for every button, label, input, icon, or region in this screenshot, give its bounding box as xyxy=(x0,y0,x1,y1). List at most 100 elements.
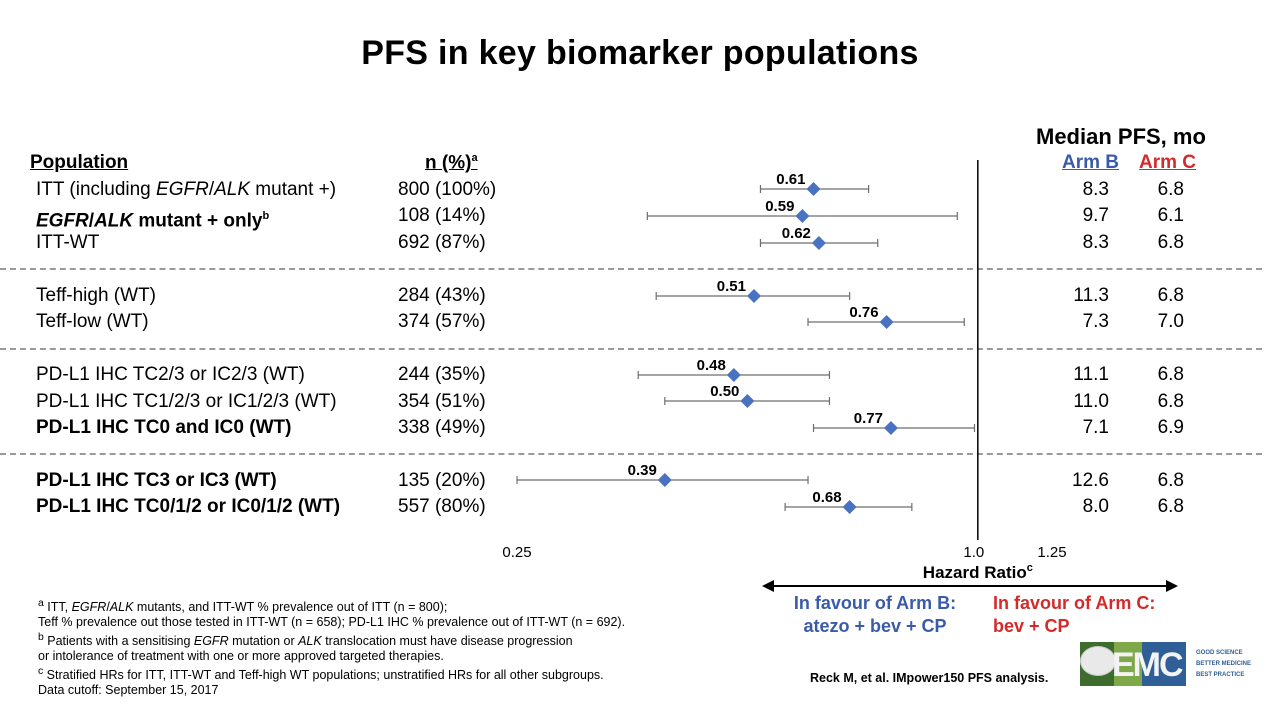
population-label: PD-L1 IHC TC1/2/3 or IC1/2/3 (WT) xyxy=(36,391,337,412)
x-axis-label: Hazard Ratioc xyxy=(923,562,1033,582)
population-label: PD-L1 IHC TC0/1/2 or IC0/1/2 (WT) xyxy=(36,496,341,517)
section-divider xyxy=(0,268,1262,270)
n-value: 692 (87%) xyxy=(398,232,486,253)
arm-b-median: 11.3 xyxy=(1073,285,1109,306)
n-value: 108 (14%) xyxy=(398,205,486,226)
data-cutoff: Data cutoff: September 15, 2017 xyxy=(38,683,219,698)
arm-b-median: 11.0 xyxy=(1073,391,1109,412)
section-divider xyxy=(0,348,1262,350)
table-row: PD-L1 IHC TC3 or IC3 (WT) 135 (20%) 12.6… xyxy=(0,469,1280,493)
hr-diamond xyxy=(842,500,857,514)
n-value: 284 (43%) xyxy=(398,285,486,306)
table-row: EGFR/ALK mutant + onlyb 108 (14%) 9.7 6.… xyxy=(0,204,1280,231)
citation: Reck M, et al. IMpower150 PFS analysis. xyxy=(810,671,1049,685)
population-label: Teff-high (WT) xyxy=(36,285,157,306)
hr-value-label: 0.50 xyxy=(710,383,739,400)
table-row: ITT-WT 692 (87%) 8.3 6.8 xyxy=(0,231,1280,255)
hr-diamond xyxy=(740,394,755,408)
hr-diamond xyxy=(879,315,894,329)
population-label: EGFR/ALK mutant + onlyb xyxy=(36,210,270,232)
arm-c-median: 6.8 xyxy=(1157,364,1184,385)
arm-b-median: 8.0 xyxy=(1082,496,1109,517)
population-header: Population xyxy=(30,152,129,173)
hr-value-label: 0.48 xyxy=(697,357,726,374)
arm-b-median: 8.3 xyxy=(1082,232,1109,253)
arrow-right-icon xyxy=(1166,580,1178,592)
arm-c-median: 6.8 xyxy=(1157,179,1184,200)
hr-diamond xyxy=(806,182,821,196)
logo-taglines: GOOD SCIENCE BETTER MEDICINE BEST PRACTICE xyxy=(1196,650,1252,678)
table-row: Teff-low (WT) 374 (57%) 7.3 7.0 xyxy=(0,310,1280,334)
forest-marks: 0.61 0.59 0.62 0.51 0.76 0.48 0.50 0.77 0.39 0.68 xyxy=(516,171,976,514)
arm-c-median: 6.8 xyxy=(1157,232,1184,253)
arm-b-median: 7.1 xyxy=(1082,417,1109,438)
n-value: 244 (35%) xyxy=(398,364,486,385)
x-tick-label: 0.25 xyxy=(502,544,531,561)
table-row: Teff-high (WT) 284 (43%) 11.3 6.8 xyxy=(0,284,1280,308)
arrow-left-icon xyxy=(762,580,774,592)
logo-tile xyxy=(1142,642,1186,686)
n-header: n (%)a xyxy=(425,152,478,174)
hr-diamond xyxy=(746,289,761,303)
population-label: Teff-low (WT) xyxy=(36,311,149,332)
table-row: ITT (including EGFR/ALK mutant +) 800 (1… xyxy=(0,178,1280,202)
arm-c-median: 6.9 xyxy=(1157,417,1184,438)
n-value: 374 (57%) xyxy=(398,311,486,332)
footnotes: a ITT, EGFR/ALK mutants, and ITT-WT % pr… xyxy=(38,596,768,698)
arm-b-median: 9.7 xyxy=(1082,205,1109,226)
hr-value-label: 0.77 xyxy=(854,410,883,427)
table-row: PD-L1 IHC TC1/2/3 or IC1/2/3 (WT) 354 (5… xyxy=(0,390,1280,414)
table-row: PD-L1 IHC TC0 and IC0 (WT) 338 (49%) 7.1… xyxy=(0,416,1280,440)
arm-c-median: 6.8 xyxy=(1157,391,1184,412)
hr-value-label: 0.59 xyxy=(765,198,794,215)
table-row: PD-L1 IHC TC2/3 or IC2/3 (WT) 244 (35%) … xyxy=(0,363,1280,387)
page-title: PFS in key biomarker populations xyxy=(361,34,919,72)
arm-b-median: 8.3 xyxy=(1082,179,1109,200)
arm-c-median: 6.8 xyxy=(1157,496,1184,517)
hr-diamond xyxy=(657,473,672,487)
hr-diamond xyxy=(883,421,898,435)
footnote-c: c Stratified HRs for ITT, ITT-WT and Tef… xyxy=(38,666,604,683)
arm-b-median: 12.6 xyxy=(1072,470,1109,491)
hr-diamond xyxy=(726,368,741,382)
emc-logo: EMC GOOD SCIENCE BETTER MEDICINE BEST PRAC… xyxy=(1080,636,1270,692)
arm-b-header: Arm B xyxy=(1062,152,1120,173)
footnote-b: b Patients with a sensitising EGFR mutat… xyxy=(38,632,573,649)
arm-c-median: 6.8 xyxy=(1157,470,1184,491)
hr-value-label: 0.61 xyxy=(776,171,805,188)
median-pfs-header: Median PFS, mo xyxy=(1036,124,1206,149)
favour-arm-b: In favour of Arm B: atezo + bev + CP xyxy=(793,593,957,636)
favour-arrows xyxy=(762,580,1178,592)
population-label: ITT (including EGFR/ALK mutant +) xyxy=(36,179,337,200)
arm-b-median: 11.1 xyxy=(1073,364,1109,385)
population-label: PD-L1 IHC TC0 and IC0 (WT) xyxy=(36,417,292,438)
section-divider xyxy=(0,453,1262,455)
arm-c-header: Arm C xyxy=(1139,152,1197,173)
population-label: PD-L1 IHC TC2/3 or IC2/3 (WT) xyxy=(36,364,305,385)
hr-value-label: 0.62 xyxy=(782,225,811,242)
population-label: PD-L1 IHC TC3 or IC3 (WT) xyxy=(36,470,277,491)
favour-arm-c: In favour of Arm C: bev + CP xyxy=(993,593,1156,636)
hr-value-label: 0.51 xyxy=(717,278,746,295)
hr-value-label: 0.76 xyxy=(849,304,878,321)
n-value: 135 (20%) xyxy=(398,470,486,491)
n-value: 338 (49%) xyxy=(398,417,486,438)
x-tick-label: 1.0 xyxy=(963,544,984,561)
hr-diamond xyxy=(811,236,826,250)
hr-value-label: 0.68 xyxy=(812,489,841,506)
logo-text: EMC xyxy=(1112,646,1184,684)
table-row: PD-L1 IHC TC0/1/2 or IC0/1/2 (WT) 557 (8… xyxy=(0,495,1280,519)
population-label: ITT-WT xyxy=(36,232,100,253)
arm-c-median: 6.8 xyxy=(1157,285,1184,306)
n-value: 557 (80%) xyxy=(398,496,486,517)
hr-value-label: 0.39 xyxy=(628,462,657,479)
hr-diamond xyxy=(795,209,810,223)
arm-b-median: 7.3 xyxy=(1082,311,1109,332)
arm-c-median: 7.0 xyxy=(1157,311,1184,332)
forest-plot: 0.61 0.59 0.62 0.51 0.76 0.48 0.50 0.77 0.39 0.68… xyxy=(502,160,1067,582)
n-value: 354 (51%) xyxy=(398,391,486,412)
arm-c-median: 6.1 xyxy=(1157,205,1184,226)
footnote-a: a ITT, EGFR/ALK mutants, and ITT-WT % pr… xyxy=(38,598,448,615)
x-tick-label: 1.25 xyxy=(1037,544,1066,561)
n-value: 800 (100%) xyxy=(398,179,497,200)
